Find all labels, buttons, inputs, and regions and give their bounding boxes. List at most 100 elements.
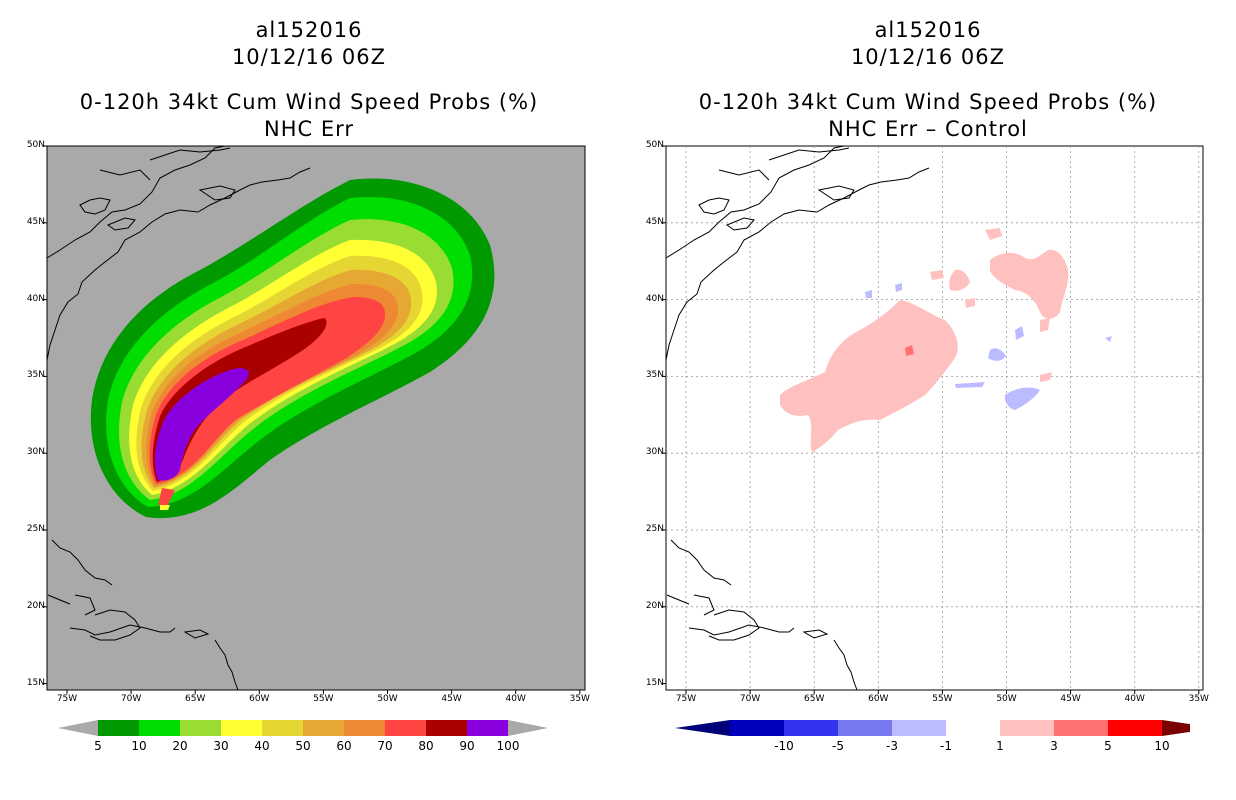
left-lon-label: 55W xyxy=(313,694,334,704)
left-lon-label: 45W xyxy=(441,694,462,704)
diff-patch-positive-small-1 xyxy=(985,228,1002,240)
diff-patch-negative-7 xyxy=(1105,336,1112,342)
diff-patch-positive-small-4 xyxy=(1040,372,1052,382)
prob-band-80 xyxy=(152,318,327,482)
right-colorbar-label: -10 xyxy=(774,739,794,753)
probability-swath xyxy=(90,178,495,519)
left-lat-label: 15N xyxy=(26,677,45,688)
right-lon-label: 45W xyxy=(1060,694,1081,704)
right-lon-label: 70W xyxy=(739,694,761,704)
right-colorbar: -10 -5 -3 -1 1 3 5 10 xyxy=(675,720,1190,753)
right-colorbar-label: -5 xyxy=(832,739,844,753)
right-lat-label: 40N xyxy=(645,293,664,304)
left-lat-label: 50N xyxy=(26,140,45,150)
right-lon-label: 50W xyxy=(996,694,1017,704)
left-colorbar-swatch xyxy=(262,720,303,736)
left-colorbar-label: 60 xyxy=(336,739,351,753)
right-colorbar-label: -1 xyxy=(940,739,952,753)
left-lon-label: 70W xyxy=(120,694,142,704)
right-lat-label: 45N xyxy=(645,216,664,227)
left-colorbar-swatch xyxy=(303,720,344,736)
diff-patch-negative-1 xyxy=(988,348,1006,361)
left-lat-label: 35N xyxy=(26,370,45,381)
diff-patch-positive-ne xyxy=(990,249,1069,319)
left-lon-label: 60W xyxy=(249,694,270,704)
left-lon-label: 50W xyxy=(377,694,398,704)
left-graticule-ticks xyxy=(43,145,581,694)
right-lat-label: 50N xyxy=(645,140,664,150)
left-lon-label: 65W xyxy=(185,694,206,704)
right-lat-label: 25N xyxy=(645,524,664,534)
right-colorbar-label: 3 xyxy=(1050,739,1058,753)
diff-patch-positive-small-5 xyxy=(965,298,975,308)
right-lon-label: 55W xyxy=(932,694,953,704)
right-coastlines xyxy=(665,145,930,691)
left-lat-label: 40N xyxy=(26,293,45,304)
right-difference-map xyxy=(662,145,1204,694)
right-colorbar-swatch xyxy=(892,720,946,736)
right-lat-label: 20N xyxy=(645,600,664,611)
left-product-title: 0-120h 34kt Cum Wind Speed Probs (%) xyxy=(79,90,539,114)
track-tip xyxy=(158,488,175,505)
diff-patch-positive-small-2 xyxy=(930,270,944,280)
left-colorbar-swatch xyxy=(344,720,385,736)
left-colorbar-swatch xyxy=(426,720,467,736)
right-lat-label: 35N xyxy=(645,370,664,381)
right-colorbar-swatch xyxy=(784,720,838,736)
left-colorbar-swatch xyxy=(385,720,426,736)
right-storm-id: al152016 xyxy=(874,18,982,42)
left-colorbar-swatch xyxy=(98,720,139,736)
left-colorbar-label: 40 xyxy=(254,739,269,753)
left-colorbar-label: 80 xyxy=(418,739,433,753)
diff-patch-positive-n xyxy=(949,269,970,291)
left-colorbar: 5 10 20 30 40 50 60 70 80 90 100 xyxy=(58,720,548,753)
right-datetime: 10/12/16 06Z xyxy=(850,45,1006,69)
left-colorbar-label: 70 xyxy=(377,739,392,753)
left-colorbar-swatch xyxy=(467,720,508,736)
right-colorbar-label: -3 xyxy=(886,739,898,753)
left-probability-map xyxy=(43,145,586,694)
left-lon-label: 35W xyxy=(569,694,590,704)
right-colorbar-arrow-low xyxy=(675,720,730,736)
left-colorbar-label: 90 xyxy=(459,739,474,753)
left-colorbar-swatch xyxy=(180,720,221,736)
left-colorbar-label: 20 xyxy=(172,739,187,753)
diff-patch-positive-main xyxy=(780,300,958,452)
left-colorbar-arrow-low xyxy=(58,720,98,736)
left-lat-label: 25N xyxy=(26,524,45,534)
left-colorbar-label: 50 xyxy=(295,739,310,753)
left-storm-id: al152016 xyxy=(255,18,363,42)
prob-band-90 xyxy=(154,368,249,481)
left-subtitle: NHC Err xyxy=(263,117,354,141)
left-colorbar-swatch xyxy=(221,720,262,736)
right-colorbar-swatch xyxy=(1000,720,1054,736)
diff-patch-negative-6 xyxy=(955,382,985,388)
diff-patch-negative-3 xyxy=(1015,326,1024,340)
diff-patch-negative-4 xyxy=(865,290,872,298)
right-colorbar-swatch xyxy=(1054,720,1108,736)
left-colorbar-label: 100 xyxy=(497,739,520,753)
prob-band-70 xyxy=(149,297,386,484)
left-lat-label: 45N xyxy=(26,216,45,227)
right-colorbar-swatch xyxy=(838,720,892,736)
diff-patch-negative-5 xyxy=(895,283,902,292)
track-tip-yellow xyxy=(160,505,170,510)
left-lat-label: 20N xyxy=(26,600,45,611)
right-colorbar-swatch xyxy=(1108,720,1162,736)
right-lon-label: 60W xyxy=(868,694,889,704)
right-product-title: 0-120h 34kt Cum Wind Speed Probs (%) xyxy=(698,90,1158,114)
right-colorbar-swatch xyxy=(730,720,784,736)
left-colorbar-arrow-high xyxy=(508,720,548,736)
left-lon-label: 75W xyxy=(56,694,78,704)
right-lat-label: 15N xyxy=(645,677,664,688)
right-lon-label: 40W xyxy=(1124,694,1145,704)
right-map-background xyxy=(665,145,1204,691)
left-colorbar-label: 5 xyxy=(94,739,102,753)
left-colorbar-label: 30 xyxy=(213,739,228,753)
right-colorbar-label: 1 xyxy=(996,739,1004,753)
diff-patch-positive-small-3 xyxy=(1040,318,1050,332)
right-lon-label: 65W xyxy=(804,694,825,704)
left-datetime: 10/12/16 06Z xyxy=(231,45,387,69)
left-coastlines xyxy=(46,145,311,691)
right-lat-label: 30N xyxy=(645,447,664,458)
